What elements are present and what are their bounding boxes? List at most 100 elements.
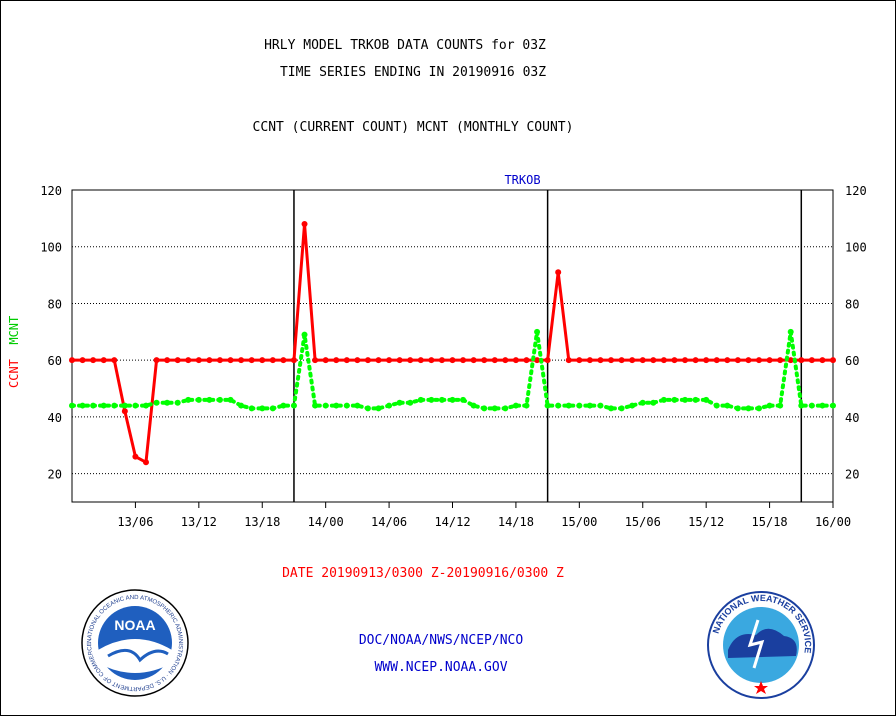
data-point-mcnt xyxy=(734,405,741,412)
y-tick-label-left: 60 xyxy=(48,354,62,368)
x-tick-label: 15/18 xyxy=(752,515,788,529)
data-point-mcnt xyxy=(132,402,139,409)
data-point-ccnt xyxy=(777,357,784,364)
data-point-mcnt xyxy=(333,402,340,409)
data-point-mcnt xyxy=(713,402,720,409)
panel-title: TRKOB xyxy=(504,173,540,187)
data-point-ccnt xyxy=(227,357,234,364)
data-point-mcnt xyxy=(639,399,646,406)
data-point-ccnt xyxy=(544,357,551,364)
y-tick-label-right: 20 xyxy=(845,468,859,482)
data-point-ccnt xyxy=(174,357,181,364)
data-point-ccnt xyxy=(491,357,498,364)
data-point-ccnt xyxy=(460,357,467,364)
data-point-mcnt xyxy=(819,402,826,409)
data-point-ccnt xyxy=(269,357,276,364)
data-point-mcnt xyxy=(322,402,329,409)
data-point-mcnt xyxy=(312,402,319,409)
data-point-ccnt xyxy=(608,357,615,364)
data-point-mcnt xyxy=(280,402,287,409)
data-point-mcnt xyxy=(69,402,75,409)
data-point-mcnt xyxy=(417,396,424,403)
data-point-mcnt xyxy=(808,402,815,409)
data-point-mcnt xyxy=(766,402,773,409)
noaa-logo-text: NOAA xyxy=(114,617,155,633)
data-point-ccnt xyxy=(132,453,139,460)
data-point-ccnt xyxy=(69,357,75,364)
data-point-ccnt xyxy=(766,357,773,364)
x-tick-label: 13/12 xyxy=(181,515,217,529)
data-point-ccnt xyxy=(417,357,424,364)
data-point-mcnt xyxy=(502,405,509,412)
x-tick-label: 16/00 xyxy=(815,515,851,529)
data-point-ccnt xyxy=(534,357,541,364)
y-tick-label-left: 20 xyxy=(48,468,62,482)
data-point-ccnt xyxy=(703,357,710,364)
data-point-ccnt xyxy=(830,357,836,364)
data-point-mcnt xyxy=(259,405,266,412)
data-point-ccnt xyxy=(428,357,435,364)
data-point-mcnt xyxy=(121,402,128,409)
x-tick-label: 15/00 xyxy=(561,515,597,529)
data-point-ccnt xyxy=(586,357,593,364)
x-tick-label: 14/06 xyxy=(371,515,407,529)
data-point-mcnt xyxy=(79,402,86,409)
data-point-mcnt xyxy=(608,405,615,412)
data-point-ccnt xyxy=(745,357,752,364)
data-point-ccnt xyxy=(142,459,149,466)
data-point-mcnt xyxy=(185,396,192,403)
data-point-ccnt xyxy=(629,357,636,364)
data-point-ccnt xyxy=(555,269,562,276)
data-point-ccnt xyxy=(808,357,815,364)
data-point-ccnt xyxy=(185,357,192,364)
data-point-mcnt xyxy=(682,396,689,403)
data-point-ccnt xyxy=(597,357,604,364)
data-point-ccnt xyxy=(734,357,741,364)
data-point-mcnt xyxy=(565,402,572,409)
data-point-mcnt xyxy=(703,396,710,403)
data-point-mcnt xyxy=(523,402,530,409)
credit-url: WWW.NCEP.NOAA.GOV xyxy=(374,660,508,675)
plot-area xyxy=(71,189,834,503)
data-point-mcnt xyxy=(534,328,541,335)
data-point-ccnt xyxy=(671,357,678,364)
data-point-ccnt xyxy=(396,357,403,364)
data-point-ccnt xyxy=(713,357,720,364)
data-point-mcnt xyxy=(555,402,562,409)
data-point-mcnt xyxy=(343,402,350,409)
data-point-mcnt xyxy=(660,396,667,403)
y-tick-label-right: 60 xyxy=(845,354,859,368)
data-point-ccnt xyxy=(354,357,361,364)
data-point-mcnt xyxy=(692,396,699,403)
x-tick-label: 14/00 xyxy=(308,515,344,529)
data-point-mcnt xyxy=(470,402,477,409)
data-point-mcnt xyxy=(629,402,636,409)
y-tick-label-right: 80 xyxy=(845,297,859,311)
chart-subtitle-time: TIME SERIES ENDING IN 20190916 03Z xyxy=(279,65,547,80)
data-point-mcnt xyxy=(301,331,308,338)
data-point-mcnt xyxy=(597,402,604,409)
data-point-mcnt xyxy=(460,396,467,403)
data-point-ccnt xyxy=(164,357,171,364)
data-point-ccnt xyxy=(153,357,160,364)
data-point-ccnt xyxy=(481,357,488,364)
data-point-mcnt xyxy=(216,396,223,403)
nws-logo: NATIONAL WEATHER SERVICE xyxy=(707,591,815,699)
date-range-label: DATE 20190913/0300 Z-20190916/0300 Z xyxy=(282,566,564,581)
data-point-ccnt xyxy=(290,357,297,364)
data-point-mcnt xyxy=(798,402,805,409)
data-point-ccnt xyxy=(523,357,530,364)
data-point-mcnt xyxy=(206,396,213,403)
data-point-ccnt xyxy=(259,357,266,364)
data-point-mcnt xyxy=(111,402,118,409)
data-point-mcnt xyxy=(248,405,255,412)
x-tick-label: 14/12 xyxy=(434,515,470,529)
data-point-mcnt xyxy=(650,399,657,406)
data-point-mcnt xyxy=(238,402,245,409)
data-point-ccnt xyxy=(343,357,350,364)
data-point-ccnt xyxy=(502,357,509,364)
data-point-ccnt xyxy=(639,357,646,364)
data-point-mcnt xyxy=(290,402,297,409)
data-point-ccnt xyxy=(386,357,393,364)
